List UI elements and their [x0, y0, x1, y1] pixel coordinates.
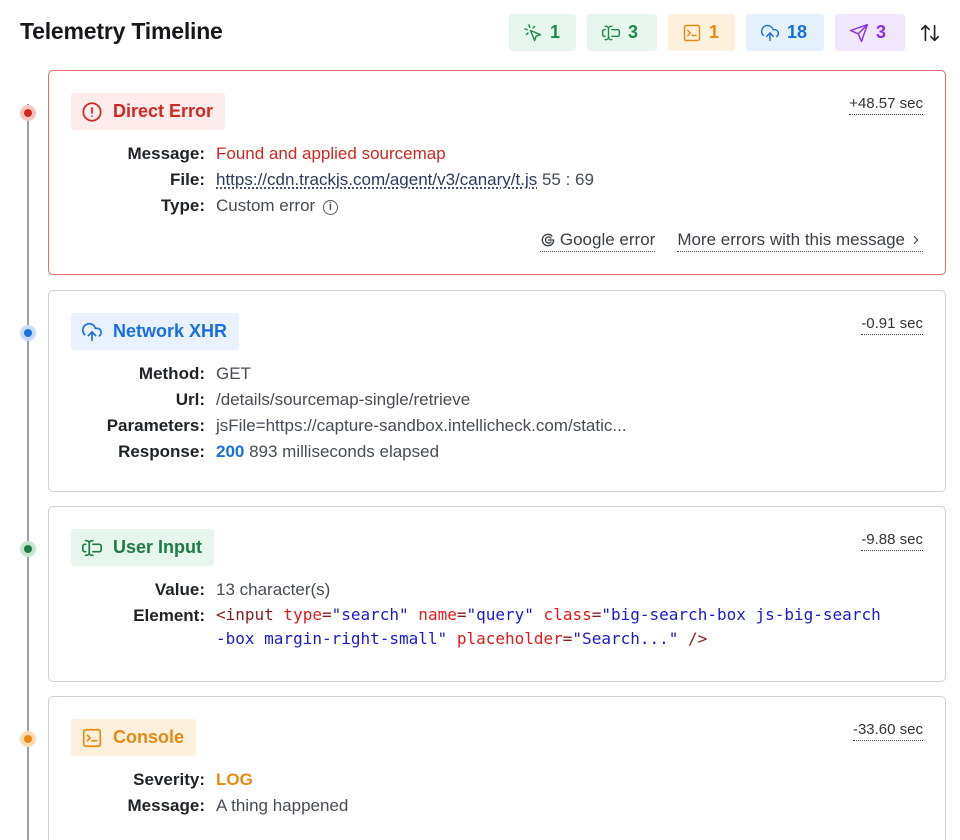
- file-position: 55 : 69: [537, 170, 594, 189]
- parameters-row: Parameters: jsFile=https://capture-sandb…: [49, 413, 945, 439]
- file-row: File: https://cdn.trackjs.com/agent/v3/c…: [49, 167, 945, 193]
- cloud-upload-icon: [82, 322, 102, 341]
- response-label: Response:: [118, 442, 205, 461]
- method-label: Method:: [138, 364, 205, 383]
- console-count: 1: [709, 22, 720, 42]
- navigation-filter-button[interactable]: 3: [835, 14, 905, 51]
- parameters-label: Parameters:: [106, 416, 205, 435]
- event-type-tag: Network XHR: [71, 313, 240, 350]
- more-errors-label: More errors with this message: [677, 230, 905, 249]
- network-count: 18: [787, 22, 808, 42]
- event-time[interactable]: -9.88 sec: [861, 531, 923, 551]
- error-type: Custom error: [216, 196, 316, 215]
- severity-label: Severity:: [133, 770, 205, 789]
- terminal-icon: [683, 24, 701, 41]
- sort-arrows-icon: [920, 24, 940, 41]
- method-row: Method: GET: [49, 361, 945, 387]
- console-message: A thing happened: [216, 796, 349, 815]
- message-label: Message:: [127, 144, 205, 163]
- click-filter-button[interactable]: 1: [509, 14, 576, 51]
- file-label: File:: [170, 170, 205, 189]
- element-label: Element:: [133, 606, 205, 625]
- elapsed-time: 893 milliseconds elapsed: [244, 442, 440, 461]
- timeline-dot-network: [20, 325, 36, 341]
- timeline-dot-input: [20, 541, 36, 557]
- value-label: Value:: [154, 580, 205, 599]
- sort-order-button[interactable]: [918, 21, 942, 45]
- event-type-label: Direct Error: [113, 101, 214, 121]
- user-input-event-card: User Input -9.88 sec Value: 13 character…: [48, 506, 946, 682]
- severity-row: Severity: LOG: [49, 767, 945, 793]
- file-link[interactable]: https://cdn.trackjs.com/agent/v3/canary/…: [216, 170, 538, 189]
- header: Telemetry Timeline 1 3 1 18 3: [0, 0, 960, 66]
- input-count: 3: [628, 22, 639, 42]
- type-label: Type:: [160, 196, 205, 215]
- timeline-dot-error: [20, 105, 36, 121]
- event-type-tag: Console: [71, 719, 197, 756]
- error-event-card: Direct Error +48.57 sec Message: Found a…: [48, 70, 946, 275]
- status-code: 200: [216, 442, 245, 461]
- message-row: Message: Found and applied sourcemap: [49, 141, 945, 167]
- event-type-tag: User Input: [71, 529, 215, 566]
- navigation-count: 3: [876, 22, 887, 42]
- chevron-right-icon: [913, 235, 919, 245]
- url-label: Url:: [175, 390, 205, 409]
- input-value: 13 character(s): [216, 580, 331, 599]
- severity-value: LOG: [216, 770, 253, 789]
- send-icon: [849, 23, 869, 42]
- url-row: Url: /details/sourcemap-single/retrieve: [49, 387, 945, 413]
- input-filter-button[interactable]: 3: [587, 14, 657, 51]
- value-row: Value: 13 character(s): [49, 577, 945, 603]
- response-row: Response: 200 893 milliseconds elapsed: [49, 439, 945, 465]
- filter-counters: 1 3 1 18 3: [509, 14, 942, 51]
- page-title: Telemetry Timeline: [20, 18, 223, 44]
- info-icon[interactable]: i: [322, 200, 338, 215]
- cursor-click-icon: [524, 23, 542, 41]
- request-url: /details/sourcemap-single/retrieve: [216, 390, 471, 409]
- event-type-label: Console: [113, 727, 185, 747]
- http-method: GET: [216, 364, 251, 383]
- google-error-label: Google error: [559, 230, 656, 249]
- message-row: Message: A thing happened: [49, 793, 945, 819]
- click-count: 1: [550, 22, 561, 42]
- message-label: Message:: [127, 796, 205, 815]
- cloud-upload-icon: [760, 24, 779, 41]
- event-time[interactable]: -33.60 sec: [852, 721, 923, 741]
- more-errors-link[interactable]: More errors with this message: [677, 230, 923, 252]
- type-row: Type: Custom error i: [49, 193, 945, 219]
- element-markup: <input type="search" name="query" class=…: [216, 605, 881, 648]
- console-filter-button[interactable]: 1: [668, 14, 735, 51]
- network-event-card: Network XHR -0.91 sec Method: GET Url: /…: [48, 290, 946, 492]
- console-event-card: Console -33.60 sec Severity: LOG Message…: [48, 696, 946, 840]
- terminal-icon: [82, 728, 102, 747]
- timeline-line: [27, 104, 29, 840]
- text-cursor-input-icon: [82, 539, 102, 556]
- network-filter-button[interactable]: 18: [746, 14, 824, 51]
- google-icon: [541, 233, 555, 247]
- text-cursor-input-icon: [601, 25, 621, 40]
- error-actions: Google error More errors with this messa…: [539, 230, 923, 252]
- event-type-label: Network XHR: [113, 321, 228, 341]
- event-type-label: User Input: [113, 537, 203, 557]
- timeline-dot-console: [20, 731, 36, 747]
- event-time[interactable]: +48.57 sec: [849, 95, 923, 115]
- event-time[interactable]: -0.91 sec: [861, 315, 923, 335]
- request-parameters: jsFile=https://capture-sandbox.intellich…: [216, 416, 627, 435]
- alert-circle-icon: [82, 101, 102, 122]
- event-type-tag: Direct Error: [71, 93, 226, 130]
- google-error-link[interactable]: Google error: [539, 230, 656, 252]
- element-row: Element: <input type="search" name="quer…: [49, 603, 945, 651]
- error-message: Found and applied sourcemap: [216, 144, 446, 163]
